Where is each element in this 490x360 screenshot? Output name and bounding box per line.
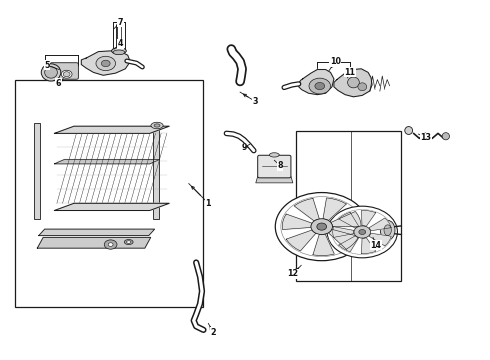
Polygon shape (323, 198, 346, 220)
Circle shape (359, 229, 366, 234)
Text: 5: 5 (45, 61, 50, 70)
Polygon shape (362, 210, 376, 226)
Circle shape (317, 223, 327, 230)
Polygon shape (334, 69, 372, 97)
Ellipse shape (270, 153, 279, 157)
Ellipse shape (384, 225, 392, 235)
Polygon shape (331, 211, 361, 226)
Polygon shape (299, 69, 334, 95)
Polygon shape (54, 203, 169, 211)
Circle shape (311, 219, 332, 234)
Ellipse shape (154, 124, 160, 127)
Ellipse shape (45, 67, 57, 78)
Bar (34, 123, 40, 220)
Polygon shape (282, 214, 312, 230)
Polygon shape (54, 159, 159, 164)
Polygon shape (294, 198, 319, 221)
Ellipse shape (347, 77, 359, 88)
Polygon shape (256, 176, 293, 183)
Circle shape (281, 197, 363, 257)
Text: 7: 7 (118, 18, 123, 27)
Circle shape (96, 56, 116, 71)
Text: 13: 13 (420, 133, 431, 142)
Text: 2: 2 (210, 328, 216, 337)
Polygon shape (362, 238, 376, 254)
Text: 10: 10 (330, 57, 341, 66)
Ellipse shape (358, 83, 367, 91)
Polygon shape (333, 227, 354, 237)
Ellipse shape (63, 72, 70, 77)
Ellipse shape (151, 122, 163, 129)
Ellipse shape (405, 127, 413, 134)
Circle shape (108, 243, 113, 246)
Circle shape (101, 60, 110, 67)
Text: 1: 1 (206, 199, 211, 208)
Text: 8: 8 (277, 161, 283, 170)
Circle shape (354, 226, 370, 238)
FancyBboxPatch shape (258, 155, 291, 178)
Bar (15, 80, 203, 307)
Ellipse shape (124, 239, 133, 244)
Text: 6: 6 (55, 79, 61, 88)
Ellipse shape (113, 50, 125, 55)
Polygon shape (328, 229, 359, 249)
Polygon shape (369, 218, 391, 231)
Polygon shape (37, 237, 151, 248)
Ellipse shape (61, 70, 72, 78)
Text: 9: 9 (241, 143, 247, 152)
Circle shape (315, 82, 325, 90)
Bar (153, 123, 159, 220)
Ellipse shape (126, 241, 131, 243)
Text: 14: 14 (370, 241, 381, 250)
Polygon shape (339, 212, 359, 228)
Polygon shape (339, 236, 359, 252)
Circle shape (327, 206, 397, 258)
Polygon shape (286, 230, 316, 251)
Polygon shape (313, 234, 334, 256)
FancyBboxPatch shape (50, 63, 78, 79)
Ellipse shape (112, 48, 126, 54)
Text: 12: 12 (287, 269, 298, 278)
Polygon shape (81, 51, 130, 75)
Bar (296, 131, 401, 281)
Circle shape (104, 240, 117, 249)
Ellipse shape (41, 64, 61, 81)
Text: 4: 4 (118, 39, 123, 48)
Circle shape (275, 193, 368, 261)
Polygon shape (54, 126, 169, 134)
Circle shape (332, 210, 393, 255)
Text: 11: 11 (344, 68, 356, 77)
Polygon shape (369, 233, 391, 246)
Polygon shape (39, 229, 155, 235)
Circle shape (309, 78, 331, 94)
Text: 3: 3 (252, 96, 258, 105)
Ellipse shape (442, 133, 449, 140)
Ellipse shape (380, 220, 395, 240)
